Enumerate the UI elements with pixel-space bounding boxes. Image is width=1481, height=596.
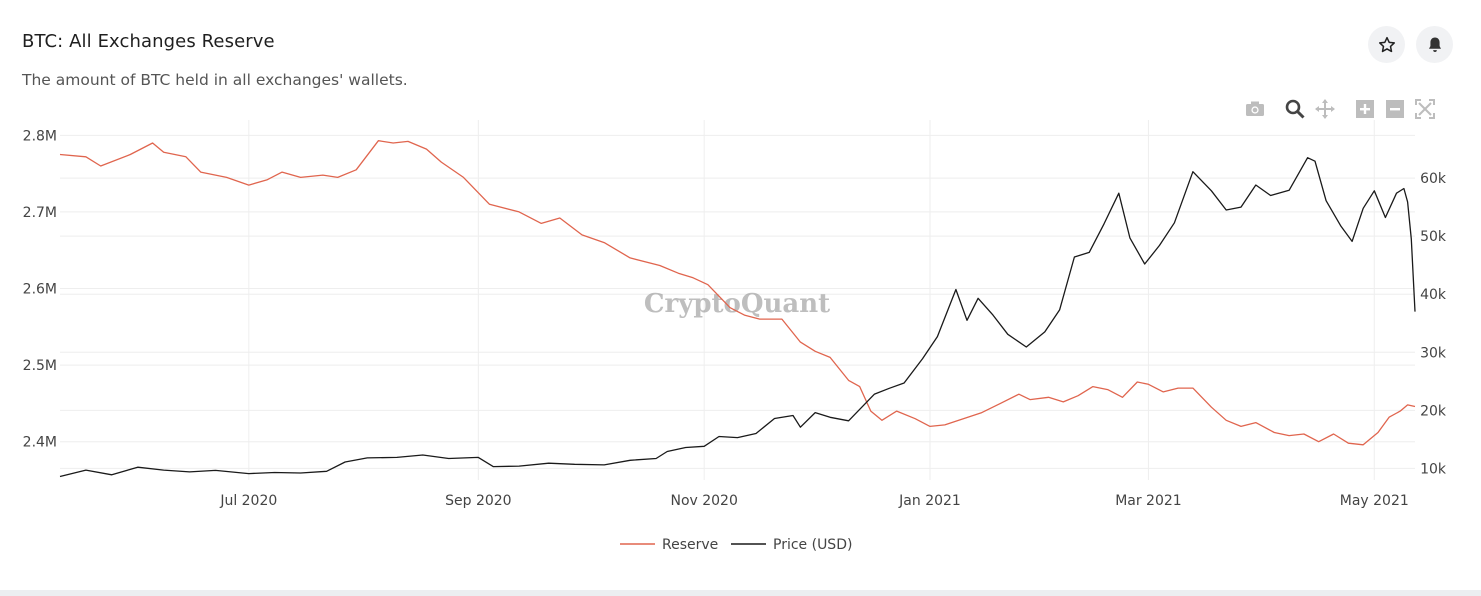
chart-modebar <box>1240 98 1440 122</box>
y-left-tick-label: 2.8M <box>23 128 57 144</box>
y-right-tick-label: 30k <box>1420 345 1447 361</box>
zoom-out-button[interactable] <box>1384 98 1406 120</box>
y-right-tick-label: 40k <box>1420 287 1447 303</box>
y-axis-right-ticks: 10k 20k 30k 40k 50k 60k <box>1420 171 1447 477</box>
y-left-tick-label: 2.5M <box>23 358 57 374</box>
camera-icon <box>1246 101 1264 116</box>
legend-item-reserve[interactable]: Reserve <box>620 537 718 553</box>
y-right-tick-label: 50k <box>1420 229 1447 245</box>
zoom-out-icon <box>1386 100 1404 118</box>
grid-lines <box>60 120 1415 480</box>
y-right-tick-label: 60k <box>1420 171 1447 187</box>
legend: Reserve Price (USD) <box>620 537 852 553</box>
x-tick-label: Nov 2020 <box>670 493 737 509</box>
star-icon <box>1378 36 1395 52</box>
pan-button[interactable] <box>1314 98 1336 120</box>
x-tick-label: Mar 2021 <box>1115 493 1182 509</box>
zoom-in-icon <box>1356 100 1374 118</box>
zoom-in-button[interactable] <box>1354 98 1376 120</box>
x-tick-label: Jan 2021 <box>898 493 961 509</box>
zoom-icon <box>1285 99 1305 119</box>
page-title: BTC: All Exchanges Reserve <box>22 31 275 52</box>
download-png-button[interactable] <box>1244 98 1266 120</box>
x-axis-ticks: Jul 2020 Sep 2020 Nov 2020 Jan 2021 Mar 2021… <box>219 493 1408 509</box>
legend-item-price[interactable]: Price (USD) <box>731 537 852 553</box>
page-footer-strip <box>0 590 1481 596</box>
legend-label-reserve: Reserve <box>662 537 718 553</box>
y-right-tick-label: 20k <box>1420 403 1447 419</box>
x-tick-label: Jul 2020 <box>219 493 277 509</box>
y-left-tick-label: 2.6M <box>23 282 57 298</box>
page-subtitle: The amount of BTC held in all exchanges'… <box>22 71 408 89</box>
pan-icon <box>1315 99 1335 119</box>
alert-button[interactable] <box>1416 26 1453 63</box>
watermark: CryptoQuant <box>644 289 830 319</box>
x-tick-label: May 2021 <box>1340 493 1409 509</box>
bell-icon <box>1428 37 1441 52</box>
y-left-tick-label: 2.4M <box>23 435 57 451</box>
y-left-tick-label: 2.7M <box>23 205 57 221</box>
y-axis-left-ticks: 2.4M 2.5M 2.6M 2.7M 2.8M <box>23 128 57 450</box>
series-line-reserve <box>59 140 1416 446</box>
zoom-button[interactable] <box>1284 98 1306 120</box>
autoscale-button[interactable] <box>1414 98 1436 120</box>
y-right-tick-label: 10k <box>1420 461 1447 477</box>
x-tick-label: Sep 2020 <box>445 493 511 509</box>
autoscale-icon <box>1415 99 1435 119</box>
plot-area[interactable] <box>59 140 1416 478</box>
series-line-price <box>59 157 1416 478</box>
favorite-button[interactable] <box>1368 26 1405 63</box>
legend-label-price: Price (USD) <box>773 537 852 553</box>
